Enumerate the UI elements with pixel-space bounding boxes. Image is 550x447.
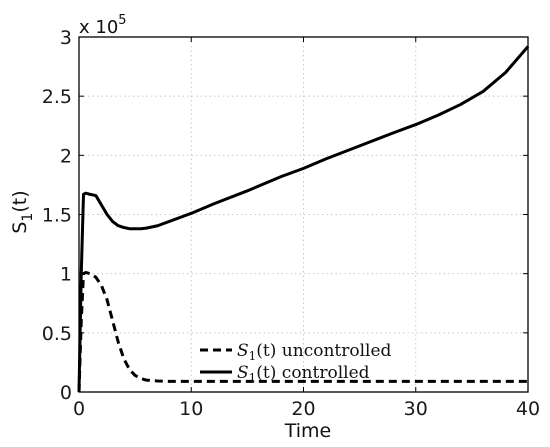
x-tick-label: 40 (516, 398, 540, 420)
grid-lines (79, 37, 528, 392)
x-tick-label: 10 (179, 398, 203, 420)
y-tick-label: 1 (60, 264, 72, 286)
legend-entry: S1(t) uncontrolled (237, 341, 392, 363)
y-axis-label: S1(t) (9, 190, 36, 233)
axis-ticks: 0 10 20 30 40 0 0.5 1 1.5 2 2.5 3 (42, 27, 540, 420)
x-axis-label: Time (284, 420, 332, 442)
x-tick-label: 30 (404, 398, 428, 420)
y-tick-label: 2.5 (42, 86, 72, 108)
series-group (77, 45, 530, 393)
x-tick-label: 0 (73, 398, 85, 420)
y-multiplier: x 105 (79, 13, 127, 38)
y-tick-label: 2 (60, 145, 72, 167)
x-tick-label: 20 (291, 398, 315, 420)
y-tick-label: 1.5 (42, 205, 72, 227)
y-tick-label: 0.5 (42, 323, 72, 345)
y-tick-label: 3 (60, 27, 72, 49)
legend-entry: S1(t) controlled (237, 363, 370, 385)
series-line-dashed (77, 270, 528, 393)
series-line-solid (77, 45, 530, 393)
y-tick-label: 0 (60, 382, 72, 404)
